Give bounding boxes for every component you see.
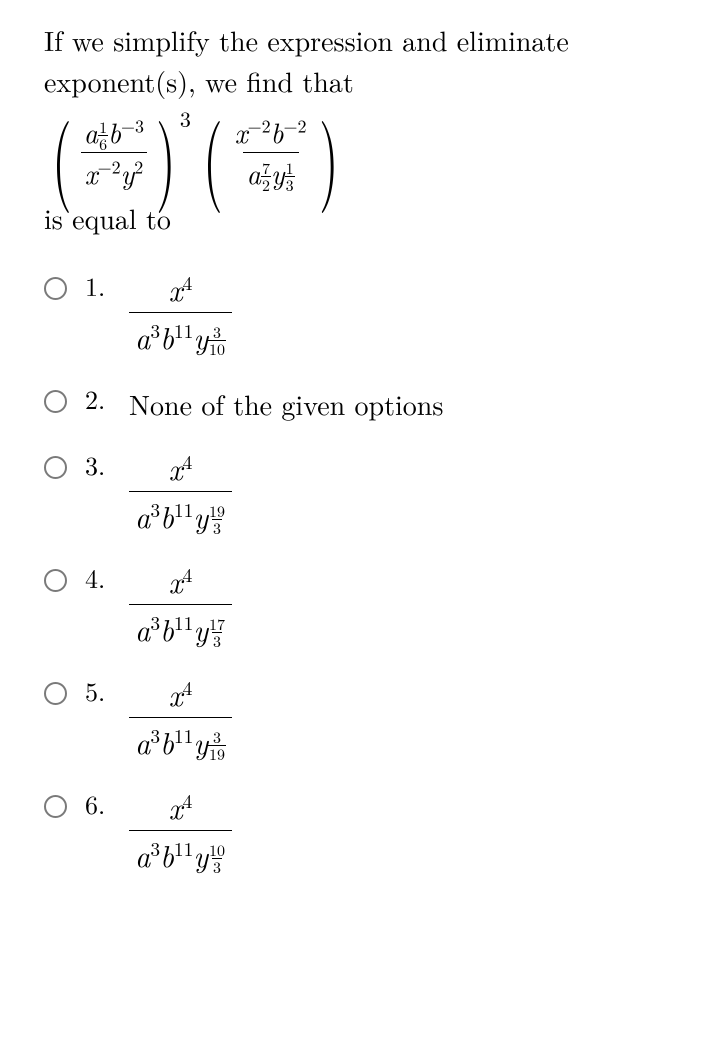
a-exp-den: 6 bbox=[98, 135, 108, 152]
rparen-1: ) bbox=[156, 111, 176, 194]
radio-button[interactable] bbox=[44, 682, 67, 705]
y-exp-1: 2 bbox=[134, 155, 143, 180]
radio-button[interactable] bbox=[44, 456, 67, 479]
question-text: If we simplify the expression and elimin… bbox=[44, 20, 685, 101]
a2-exp-den: 2 bbox=[261, 176, 271, 193]
question-line2: exponent(s), we find that bbox=[44, 61, 354, 101]
question-block: If we simplify the expression and elimin… bbox=[0, 0, 713, 918]
options-list: 1.x4a3b11y3102.None of the given options… bbox=[44, 267, 685, 876]
rparen-2: ) bbox=[319, 111, 339, 194]
option-row[interactable]: 3.x4a3b11y193 bbox=[44, 446, 685, 537]
question-tail: is equal to bbox=[44, 198, 685, 239]
x-exp-2: −2 bbox=[248, 114, 271, 139]
option-row[interactable]: 1.x4a3b11y310 bbox=[44, 267, 685, 358]
radio-button[interactable] bbox=[44, 277, 67, 300]
expr-frac-2: x−2b−2 a72y13 bbox=[231, 112, 311, 193]
radio-button[interactable] bbox=[44, 569, 67, 592]
option-number: 1. bbox=[67, 267, 129, 304]
option-number: 4. bbox=[67, 559, 129, 596]
option-body: x4a3b11y103 bbox=[129, 785, 232, 876]
option-number: 3. bbox=[67, 446, 129, 483]
y2-exp-den: 3 bbox=[285, 176, 295, 193]
lparen-1: ( bbox=[52, 111, 72, 194]
option-row[interactable]: 2.None of the given options bbox=[44, 380, 685, 424]
option-number: 6. bbox=[67, 785, 129, 822]
outer-exp-1: 3 bbox=[180, 103, 191, 134]
expression: ( a16b−3 x−2y2 ) 3 ( x−2b−2 a72y13 ) bbox=[44, 111, 685, 194]
option-row[interactable]: 5.x4a3b11y319 bbox=[44, 672, 685, 763]
option-body: x4a3b11y319 bbox=[129, 672, 232, 763]
option-row[interactable]: 4.x4a3b11y173 bbox=[44, 559, 685, 650]
option-body: x4a3b11y310 bbox=[129, 267, 232, 358]
b-exp-1: −3 bbox=[121, 114, 144, 139]
radio-button[interactable] bbox=[44, 390, 67, 413]
radio-button[interactable] bbox=[44, 795, 67, 818]
b-exp-2: −2 bbox=[284, 114, 307, 139]
option-number: 5. bbox=[67, 672, 129, 709]
lparen-2: ( bbox=[203, 111, 223, 194]
option-body: x4a3b11y173 bbox=[129, 559, 232, 650]
option-row[interactable]: 6.x4a3b11y103 bbox=[44, 785, 685, 876]
option-number: 2. bbox=[67, 380, 129, 417]
option-body: x4a3b11y193 bbox=[129, 446, 232, 537]
question-line1: If we simplify the expression and elimin… bbox=[44, 20, 569, 60]
x-exp-1: −2 bbox=[98, 155, 121, 180]
expr-frac-1: a16b−3 x−2y2 bbox=[80, 112, 148, 193]
option-body: None of the given options bbox=[129, 380, 443, 424]
